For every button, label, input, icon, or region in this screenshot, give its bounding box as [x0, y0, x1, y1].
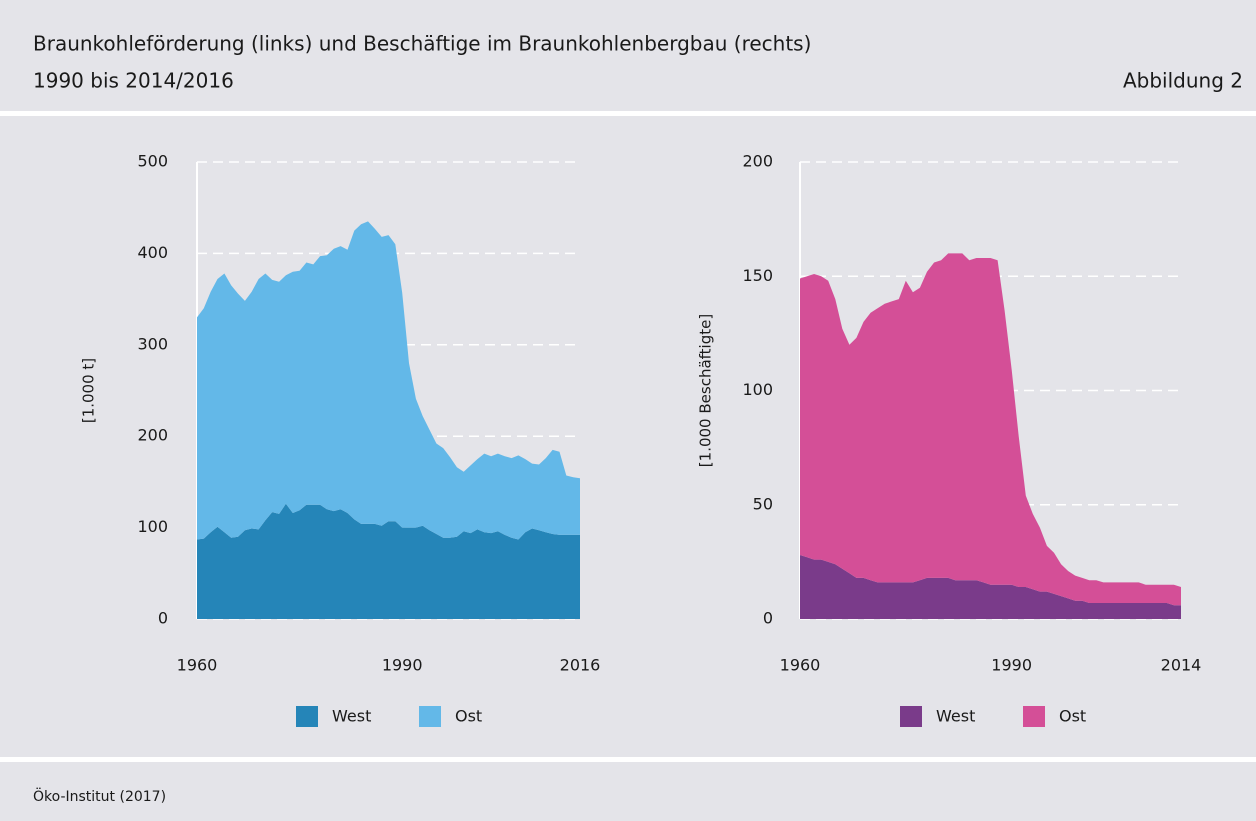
legend-label: Ost — [455, 707, 482, 726]
x-tick-label: 1960 — [177, 656, 218, 675]
legend-swatch — [900, 706, 922, 727]
legend-swatch — [296, 706, 318, 727]
area — [800, 555, 1181, 619]
x-tick-label: 2016 — [560, 656, 601, 675]
y-tick-label: 200 — [137, 426, 168, 445]
x-tick-label: 1990 — [991, 656, 1032, 675]
separator — [0, 111, 1256, 116]
legend-swatch — [1023, 706, 1045, 727]
legend-label: West — [936, 707, 975, 726]
x-tick-label: 1990 — [382, 656, 423, 675]
area — [197, 221, 580, 540]
title: Braunkohleförderung (links) und Beschäft… — [33, 32, 811, 56]
x-tick-label: 2014 — [1161, 656, 1202, 675]
legend-swatch — [419, 706, 441, 727]
y-tick-label: 0 — [158, 609, 168, 628]
area — [800, 253, 1181, 606]
y-tick-label: 100 — [742, 380, 773, 399]
y-tick-label: 300 — [137, 334, 168, 353]
subtitle: 1990 bis 2014/2016 — [33, 69, 234, 93]
source: Öko-Institut (2017) — [33, 787, 166, 805]
y-axis-title: [1.000 Beschäftigte] — [697, 314, 715, 467]
y-axis-title: [1.000 t] — [80, 358, 98, 423]
y-tick-label: 50 — [753, 494, 773, 513]
y-tick-label: 400 — [137, 243, 168, 262]
area — [197, 503, 580, 619]
y-tick-label: 150 — [742, 266, 773, 285]
legend-label: Ost — [1059, 707, 1086, 726]
y-tick-label: 200 — [742, 152, 773, 171]
y-tick-label: 500 — [137, 152, 168, 171]
legend-label: West — [332, 707, 371, 726]
y-tick-label: 0 — [763, 609, 773, 628]
y-tick-label: 100 — [137, 517, 168, 536]
separator — [0, 757, 1256, 762]
x-tick-label: 1960 — [780, 656, 821, 675]
figure-number: Abbildung 2 — [1123, 69, 1243, 93]
